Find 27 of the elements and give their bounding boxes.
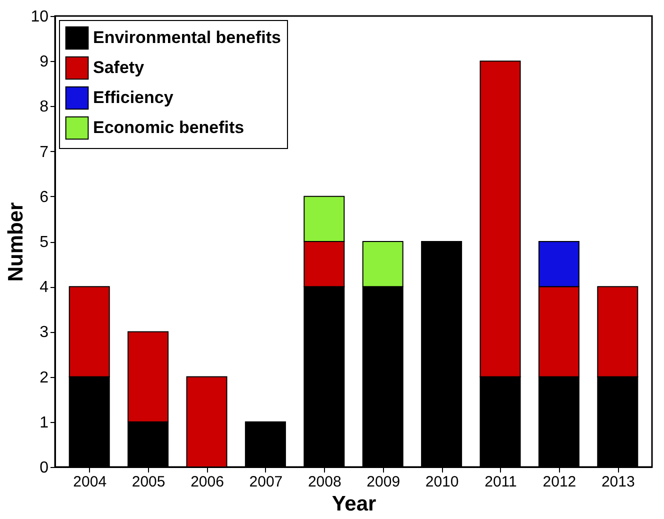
y-axis-title: Number	[4, 202, 28, 282]
y-tick-label: 8	[40, 98, 49, 116]
legend-label: Efficiency	[93, 88, 174, 107]
legend-label: Economic benefits	[93, 118, 244, 137]
x-tick-label: 2007	[249, 474, 283, 490]
x-tick-label: 2012	[542, 474, 576, 490]
y-tick-label: 9	[40, 54, 49, 71]
y-tick-label: 4	[40, 279, 49, 296]
y-tick-label: 3	[40, 324, 49, 342]
y-tick-label: 1	[40, 414, 49, 432]
y-tick-label: 2	[40, 369, 49, 386]
x-tick-label: 2009	[366, 474, 400, 490]
y-tick-label: 7	[40, 144, 49, 161]
x-tick-label: 2010	[425, 474, 459, 490]
x-tick-label: 2005	[132, 474, 166, 490]
x-tick-label: 2008	[308, 474, 342, 490]
legend-label: Environmental benefits	[93, 28, 281, 47]
x-tick-label: 2013	[601, 474, 635, 490]
y-tick-label: 6	[40, 188, 49, 206]
y-tick-label: 5	[40, 234, 49, 251]
y-tick-label: 0	[40, 460, 49, 476]
x-tick-label: 2004	[73, 474, 107, 490]
y-tick-label: 10	[30, 8, 49, 26]
x-tick-label: 2011	[484, 474, 517, 490]
legend-label: Safety	[93, 58, 145, 77]
x-tick-label: 2006	[190, 474, 224, 490]
x-axis-title: Year	[332, 492, 376, 516]
